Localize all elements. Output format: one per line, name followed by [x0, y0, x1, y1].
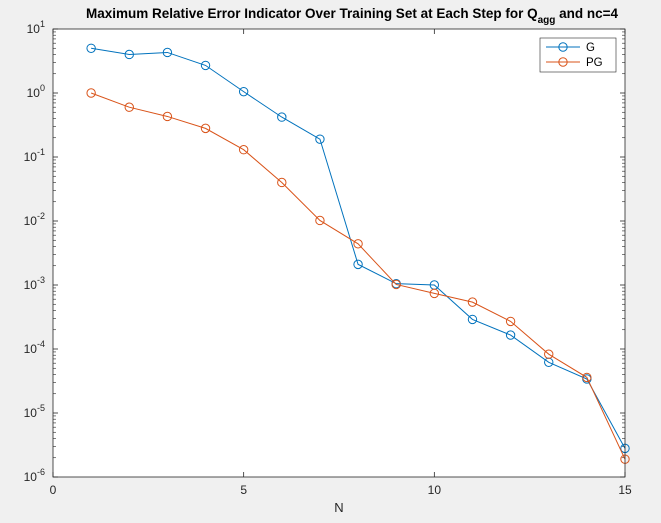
data-point-g: [124, 49, 134, 60]
y-tick-label-base: 10: [24, 342, 38, 356]
data-point-pg: [353, 239, 363, 249]
y-tick-label-base: 10: [24, 470, 38, 484]
data-point-g: [200, 60, 211, 71]
y-tick-label-base: 10: [24, 278, 38, 292]
legend: G PG: [539, 37, 617, 73]
data-point-pg: [582, 372, 592, 383]
y-tick-label-base: 10: [27, 86, 41, 100]
y-tick-label: 101: [27, 19, 45, 36]
x-axis-ticks: 0 5 10 15: [50, 29, 632, 497]
y-tick-label: 10-4: [24, 339, 45, 356]
y-tick-label-exponent: -3: [37, 275, 45, 285]
data-point-pg: [544, 349, 554, 359]
data-point-pg: [315, 215, 325, 226]
y-tick-label: 10-2: [24, 211, 45, 228]
y-tick-label-base: 10: [24, 214, 38, 228]
y-tick-label: 100: [27, 83, 45, 100]
legend-marker-g: [558, 42, 568, 52]
data-point-pg: [429, 288, 440, 299]
y-tick-label: 10-1: [24, 147, 45, 164]
data-point-g: [315, 134, 325, 144]
data-point-pg: [200, 123, 211, 134]
y-tick-label-exponent: 0: [40, 83, 45, 93]
plot-frame: [52, 28, 626, 478]
chart-title: Maximum Relative Error Indicator Over Tr…: [86, 6, 619, 26]
x-tick-label: 15: [618, 483, 632, 497]
data-point-pg: [238, 145, 249, 155]
y-tick-label-base: 10: [27, 22, 41, 36]
series-layer: [86, 43, 630, 464]
y-tick-label-exponent: -2: [37, 211, 45, 221]
data-point-g: [86, 43, 96, 53]
data-point-pg: [505, 316, 516, 327]
data-point-g: [353, 259, 363, 270]
y-tick-label-exponent: -1: [37, 147, 45, 157]
x-tick-label: 10: [428, 483, 442, 497]
data-point-pg: [86, 88, 96, 98]
data-point-g: [277, 112, 287, 122]
data-point-pg: [467, 297, 478, 307]
data-point-pg: [124, 102, 134, 112]
chart-title-main: Maximum Relative Error Indicator Over Tr…: [86, 6, 538, 21]
series-line-pg: [90, 92, 626, 460]
legend-label-pg: PG: [586, 57, 603, 69]
legend-box: [539, 37, 617, 73]
data-point-g: [162, 47, 173, 58]
x-tick-label: 5: [240, 483, 247, 497]
data-point-pg: [391, 279, 401, 290]
y-tick-label: 10-6: [24, 467, 45, 484]
x-tick-label: 0: [50, 483, 57, 497]
data-point-g: [467, 314, 478, 325]
data-point-g: [505, 330, 516, 340]
plot-area: [53, 29, 625, 477]
data-point-pg: [162, 111, 173, 122]
y-tick-label-exponent: -4: [37, 339, 45, 349]
y-tick-label-base: 10: [24, 406, 38, 420]
legend-label-g: G: [586, 42, 595, 54]
x-axis-label: N: [334, 500, 343, 515]
legend-marker-pg: [558, 57, 568, 67]
chart-title-suffix: and nc=4: [555, 6, 618, 21]
y-tick-label: 10-5: [24, 403, 45, 420]
chart-title-subscript: agg: [538, 15, 556, 26]
data-point-pg: [277, 177, 287, 188]
y-tick-label-exponent: 1: [40, 19, 45, 29]
series-line-g: [91, 47, 626, 449]
data-point-g: [238, 86, 249, 97]
y-tick-label-base: 10: [24, 150, 38, 164]
y-tick-label-exponent: -5: [37, 403, 45, 413]
y-tick-label-exponent: -6: [37, 467, 45, 477]
y-tick-label: 10-3: [24, 275, 45, 292]
